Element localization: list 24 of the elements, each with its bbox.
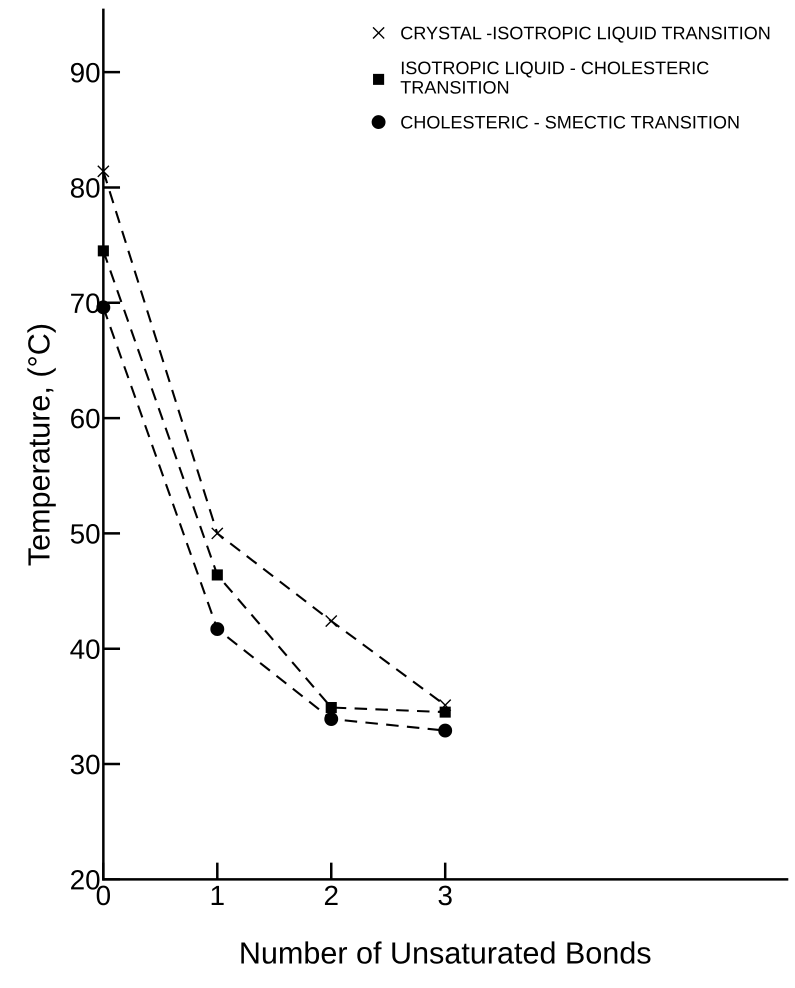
point bbox=[210, 622, 224, 636]
y-tick-label: 30 bbox=[70, 754, 100, 774]
x-axis-title: Number of Unsaturated Bonds bbox=[241, 941, 650, 964]
legend-label: CRYSTAL -ISOTROPIC LIQUID TRANSITION bbox=[401, 26, 770, 43]
point bbox=[324, 712, 338, 726]
y-tick-label: 50 bbox=[70, 524, 100, 544]
point bbox=[326, 702, 337, 714]
y-tick-label: 90 bbox=[70, 62, 100, 82]
point bbox=[325, 614, 338, 628]
point bbox=[440, 706, 451, 718]
point bbox=[438, 724, 452, 738]
x-tick-label: 2 bbox=[324, 886, 338, 906]
legend-label: CHOLESTERIC - SMECTIC TRANSITION bbox=[401, 116, 739, 129]
y-tick-label: 80 bbox=[70, 178, 100, 198]
point bbox=[211, 527, 224, 540]
x-tick-label: 3 bbox=[438, 886, 452, 906]
y-tick-label: 40 bbox=[70, 639, 100, 660]
point bbox=[438, 698, 452, 712]
point bbox=[97, 165, 110, 178]
x-tick-label: 1 bbox=[212, 886, 224, 906]
legend-label: ISOTROPIC LIQUID - CHOLESTERIC TRANSITION bbox=[400, 61, 709, 94]
y-tick-label: 60 bbox=[71, 408, 100, 428]
y-axis-title: Temperature, (°C) bbox=[27, 324, 56, 566]
point bbox=[212, 569, 223, 580]
